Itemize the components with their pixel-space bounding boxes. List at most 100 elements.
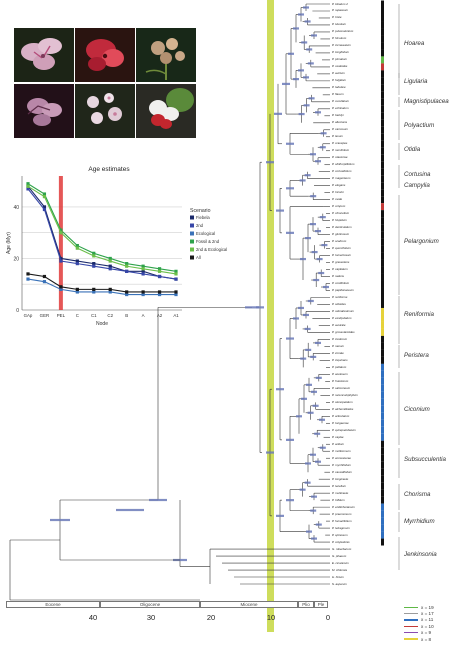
node-age-bar: [304, 20, 311, 23]
tip-label: S. asperum: [332, 581, 347, 586]
chromosome-strip-cell: [381, 454, 384, 462]
chromosome-legend-label: x = 9: [421, 630, 432, 636]
node-age-bar: [310, 195, 317, 198]
series-point: [108, 290, 112, 294]
node-age-bar: [311, 537, 317, 540]
tip-label: P. caucalifolium: [332, 469, 352, 474]
chromosome-strip-cell: [381, 175, 384, 183]
tip-label: P. myrrhifolium: [332, 462, 351, 467]
tip-label: P. tenellum: [332, 483, 347, 488]
chromosome-legend-item: x = 19: [404, 604, 452, 610]
tip-label: P. ovale: [332, 197, 343, 202]
x-tick-label: A: [142, 313, 145, 318]
tip-label: P. pulverulentum: [332, 29, 354, 34]
series-point: [125, 290, 129, 294]
series-point: [125, 292, 129, 297]
tip-label: P. hispidum: [332, 218, 347, 223]
chromosome-strip-cell: [381, 231, 384, 239]
chromosome-strip-cell: [381, 105, 384, 113]
chromosome-strip-cell: [381, 559, 384, 567]
node-age-bar: [318, 271, 325, 275]
node-age-bar: [300, 357, 307, 360]
node-age-bar: [298, 69, 304, 72]
chromosome-strip-cell: [381, 377, 384, 385]
chromosome-strip-cell: [381, 154, 384, 162]
tip-label: G. phaeum: [332, 553, 347, 558]
chromosome-strip-cell: [381, 356, 384, 364]
tip-label: P. tabulare: [332, 85, 346, 90]
node-age-bar: [310, 223, 316, 226]
legend-label: Fiebela: [196, 215, 210, 220]
node-age-bar: [315, 341, 321, 345]
chart-title: Age estimates: [88, 166, 130, 173]
chromosome-legend-item: x = 10: [404, 623, 452, 629]
series-point: [26, 182, 30, 186]
series-point: [92, 287, 96, 291]
chromosome-strip-cell: [381, 259, 384, 267]
chromosome-strip-cell: [381, 314, 384, 322]
series-point: [174, 292, 178, 297]
node-age-bar: [276, 514, 284, 517]
series-point: [26, 187, 30, 191]
node-age-bar: [305, 236, 311, 240]
x-tick-label: PEL: [57, 313, 66, 318]
chromosome-strip-cell: [381, 398, 384, 406]
node-age-bar: [298, 306, 304, 310]
tip-label: P. triste: [332, 15, 342, 20]
node-age-bar: [307, 62, 314, 65]
clade-label-ligularia: Ligularia: [404, 78, 428, 85]
chromosome-strip-cell: [381, 84, 384, 92]
series-point: [108, 264, 112, 268]
node-age-bar: [306, 48, 313, 51]
tip-label: P. zonale: [332, 350, 344, 355]
node-age-bar: [316, 257, 323, 261]
node-age-bar: [303, 6, 309, 9]
tip-label: P. denticulatum: [332, 225, 352, 230]
x-tick-label: GER: [40, 313, 50, 318]
tip-label: P. citronellum: [332, 211, 350, 216]
node-age-bar: [311, 495, 317, 498]
tick-40: 40: [88, 613, 98, 622]
photo-pelargonium-red: [75, 28, 135, 82]
series-point: [26, 272, 30, 276]
node-age-bar: [299, 179, 306, 182]
legend-swatch: [190, 239, 194, 244]
node-age-bar: [301, 41, 308, 44]
series-point: [42, 274, 47, 279]
clade-label-myrrhidium: Myrrhidium: [404, 518, 435, 525]
age-estimates-chart: Age estimates 0 20 40 GAp GER PEL C C1 C2 B A A2 A1 N…: [4, 160, 242, 330]
series-point: [42, 192, 47, 196]
series-point: [157, 274, 162, 279]
node-age-bar: [288, 52, 294, 55]
chromosome-strip-cell: [381, 168, 384, 176]
tip-label: P. salmoneum: [332, 385, 351, 390]
clade-label-otidia: Otidia: [404, 146, 421, 153]
node-age-bar: [319, 146, 326, 149]
chromosome-strip-cell: [381, 496, 384, 504]
tip-label: P. crispum: [332, 204, 346, 209]
series-point: [59, 228, 63, 232]
chromosome-strip-cell: [381, 503, 384, 511]
tip-label: P. luteolum: [332, 22, 347, 27]
clade-label-peristera: Peristera: [404, 352, 429, 359]
tip-label: P. multicaule: [332, 490, 349, 495]
node-age-bar: [296, 415, 302, 418]
chromosome-strip-cell: [381, 35, 384, 43]
series-point: [59, 285, 63, 289]
tick-30: 30: [146, 613, 156, 622]
chromosome-legend-swatch: [404, 606, 418, 608]
tip-label: P. reniforme: [332, 294, 348, 299]
chromosome-strip-cell: [381, 545, 384, 553]
chromosome-strip-cell: [381, 384, 384, 392]
chromosome-strip-cell: [381, 321, 384, 329]
node-age-bar: [307, 299, 314, 303]
tip-label: P. incrassatum: [332, 43, 351, 48]
node-age-bar: [286, 187, 294, 190]
node-age-bar: [303, 104, 310, 107]
x-tick-label: A2: [157, 313, 163, 318]
chromosome-legend-item: x = 11: [404, 617, 452, 623]
chromosome-strip-cell: [381, 412, 384, 420]
tip-label: P. sidoides: [332, 301, 346, 306]
node-age-bar: [266, 161, 274, 164]
series-point: [26, 277, 30, 281]
